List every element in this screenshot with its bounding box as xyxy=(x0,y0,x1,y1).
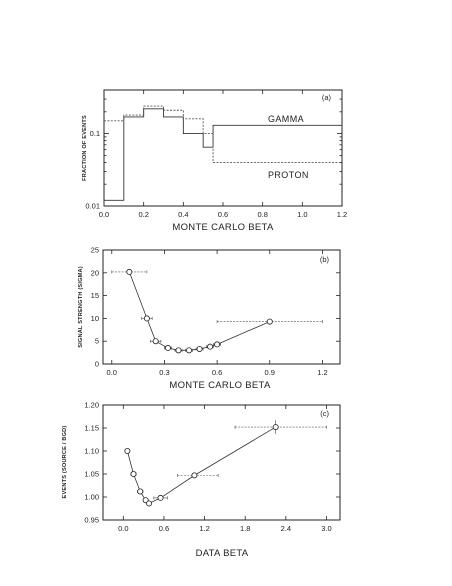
proton-histogram xyxy=(104,105,342,163)
panel-b-data-point xyxy=(143,315,150,322)
panel-c-data-point xyxy=(191,472,198,479)
panel-b-y-axis-label: SIGNAL STRENGTH (SIGMA) xyxy=(78,266,84,348)
panel-c-data-point xyxy=(124,447,131,454)
panel-c-label: (c) xyxy=(320,409,329,418)
panel-c-x-tick-label: 0.0 xyxy=(118,524,128,533)
panel-b-data-point xyxy=(152,338,159,345)
panel-c-y-tick-label: 0.95 xyxy=(84,516,99,525)
panel-b-data-point xyxy=(126,268,133,275)
panel-a-x-tick-label: 0.6 xyxy=(218,210,228,219)
panel-b-data-point xyxy=(207,343,214,350)
panel-b-x-axis-label: MONTE CARLO BETA xyxy=(169,380,271,391)
panel-b-y-tick-label: 25 xyxy=(91,246,99,255)
panel-b-x-tick-label: 0.9 xyxy=(265,368,275,377)
panel-a-x-tick-label: 0.0 xyxy=(99,210,109,219)
panel-b-y-tick-label: 10 xyxy=(91,314,99,323)
gamma-annotation: GAMMA xyxy=(268,114,304,124)
panel-a-x-tick-label: 1.0 xyxy=(297,210,307,219)
panel-c-x-tick-label: 2.4 xyxy=(281,524,291,533)
panel-b-y-tick-label: 20 xyxy=(91,268,99,277)
panel-b-data-point xyxy=(214,341,221,348)
panel-c-data-point xyxy=(146,500,153,507)
panel-a-x-tick-label: 0.8 xyxy=(257,210,267,219)
panel-b-x-tick-label: 1.2 xyxy=(317,368,327,377)
panel-b-x-tick-label: 0.3 xyxy=(159,368,169,377)
panel-c-x-axis-label: DATA BETA xyxy=(196,548,249,559)
panel-a-x-tick-label: 0.4 xyxy=(178,210,188,219)
panel-b-data-point xyxy=(196,345,203,352)
panel-a-x-tick-label: 1.2 xyxy=(337,210,347,219)
panel-b: (b) 0.0 0.3 0.6 0.9 1.2 0 5 10 15 20 25 MONTE CARL… xyxy=(78,246,341,391)
panel-b-data-point xyxy=(164,345,171,352)
panel-a-frame xyxy=(103,89,343,207)
panel-b-data-point xyxy=(175,347,182,354)
panel-b-y-tick-label: 0 xyxy=(95,360,99,369)
panel-c-connecting-line xyxy=(126,426,276,504)
panel-c-x-tick-label: 1.8 xyxy=(240,524,250,533)
panel-c-y-tick-label: 1.10 xyxy=(84,447,99,456)
gamma-histogram xyxy=(103,108,342,206)
panel-c-x-tick-label: 0.6 xyxy=(159,524,169,533)
panel-c-data-point xyxy=(130,470,137,477)
panel-c-y-tick-label: 1.15 xyxy=(84,424,99,433)
panel-a-y-tick-label: 0.01 xyxy=(85,202,100,211)
panel-a: (a) 0.0 0.2 0.4 0.6 0.8 1.0 1.2 0.01 0.1 GAMMA P… xyxy=(82,89,347,233)
panel-c-y-axis-label: EVENTS (SOURCE / BGD) xyxy=(62,426,68,499)
panel-b-data-point xyxy=(266,318,273,325)
panel-a-y-axis-label: FRACTION OF EVENTS xyxy=(82,115,88,181)
proton-annotation: PROTON xyxy=(268,170,309,180)
panel-b-label: (b) xyxy=(320,255,330,264)
panel-c-data-point xyxy=(157,494,164,501)
panel-c: (c) 0.0 0.6 1.2 1.8 2.4 3.0 0.95 1.00 1.05 1.10 1.… xyxy=(62,401,341,559)
panel-b-data-point xyxy=(186,347,193,354)
panel-c-frame xyxy=(102,404,341,521)
panel-c-data-point xyxy=(137,488,144,495)
panel-c-x-tick-label: 1.2 xyxy=(199,524,209,533)
panel-b-connecting-line xyxy=(128,271,270,351)
panel-a-x-tick-label: 0.2 xyxy=(138,210,148,219)
panel-b-y-tick-label: 5 xyxy=(95,337,99,346)
panel-b-y-tick-label: 15 xyxy=(91,291,99,300)
panel-b-frame xyxy=(102,249,341,365)
panel-a-x-axis-label: MONTE CARLO BETA xyxy=(172,222,274,233)
panel-c-x-tick-label: 3.0 xyxy=(321,524,331,533)
panel-b-x-tick-label: 0.0 xyxy=(107,368,117,377)
panel-c-data-point xyxy=(272,424,279,431)
panel-a-label: (a) xyxy=(322,93,332,102)
panel-c-y-tick-label: 1.20 xyxy=(84,401,99,410)
panel-a-y-tick-label: 0.1 xyxy=(90,129,100,138)
panel-c-y-tick-label: 1.00 xyxy=(84,493,99,502)
panel-c-y-tick-label: 1.05 xyxy=(84,470,99,479)
panel-b-x-tick-label: 0.6 xyxy=(212,368,222,377)
